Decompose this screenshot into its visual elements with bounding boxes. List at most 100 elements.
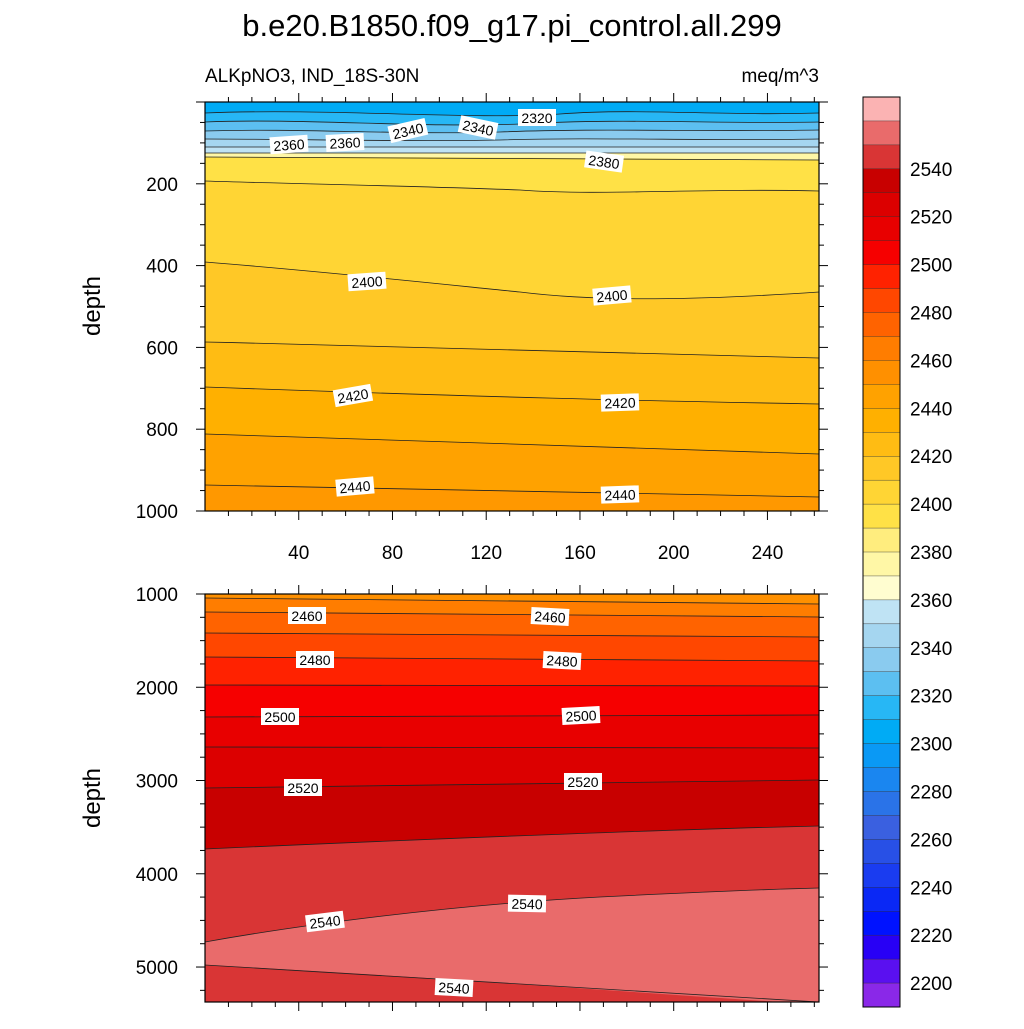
colorbar-swatch bbox=[862, 408, 901, 433]
contour-label-text: 2440 bbox=[604, 486, 636, 503]
colorbar-label: 2440 bbox=[910, 399, 952, 420]
colorbar-swatch bbox=[862, 312, 901, 337]
contour-label: 2440 bbox=[335, 476, 375, 497]
contour-label: 2460 bbox=[288, 607, 326, 624]
contour-label: 2540 bbox=[507, 894, 547, 913]
colorbar-swatch bbox=[862, 791, 901, 816]
y-tick-label: 400 bbox=[146, 257, 178, 278]
y-tick-label: 5000 bbox=[136, 958, 178, 979]
colorbar-label: 2460 bbox=[910, 351, 952, 372]
contour-label-text: 2480 bbox=[299, 652, 330, 668]
colorbar-frame bbox=[862, 96, 901, 1008]
colorbar-label: 2520 bbox=[910, 208, 952, 229]
colorbar-swatch bbox=[862, 432, 901, 457]
colorbar-swatch bbox=[862, 192, 901, 218]
contour-label: 2540 bbox=[434, 978, 474, 997]
colorbar-swatch bbox=[862, 719, 901, 745]
contour-label-text: 2520 bbox=[287, 780, 318, 796]
contour-label: 2500 bbox=[261, 708, 299, 725]
colorbar-swatch bbox=[862, 647, 901, 673]
contour-label-text: 2340 bbox=[461, 117, 495, 139]
colorbar-swatch bbox=[862, 695, 901, 721]
colorbar-label: 2360 bbox=[910, 591, 952, 612]
x-tick-label: 160 bbox=[564, 543, 596, 564]
colorbar-swatch bbox=[862, 216, 901, 242]
colorbar-labels: 2540 2520 2500 2480 2460 2440 2420 2400 2380 2360… bbox=[910, 160, 952, 995]
colorbar-swatch bbox=[862, 934, 901, 960]
contour-label: 2320 bbox=[518, 109, 556, 126]
contour-label-text: 2440 bbox=[339, 478, 372, 497]
colorbar-swatch bbox=[862, 575, 901, 601]
contour-label-text: 2500 bbox=[264, 709, 295, 725]
top-contour-labels: 2320 2340 2340 2360 2360 2380 2400 2400 2420 2420… bbox=[269, 109, 640, 504]
colorbar-label: 2280 bbox=[910, 782, 952, 803]
x-tick-label: 120 bbox=[470, 543, 502, 564]
y-tick-label: 200 bbox=[146, 175, 178, 196]
bottom-y-axis: 1000 2000 3000 4000 5000 bbox=[136, 585, 828, 991]
top-panel: 2320 2340 2340 2360 2360 2380 2400 2400 2420 2420… bbox=[79, 93, 828, 564]
top-y-axis: 200 400 600 800 1000 bbox=[136, 101, 828, 523]
bottom-contour-labels: 2460 2460 2480 2480 2500 2500 2520 2520 2540 2540… bbox=[261, 607, 602, 997]
y-tick-label: 4000 bbox=[136, 865, 178, 886]
colorbar-label: 2260 bbox=[910, 830, 952, 851]
contour-label-text: 2460 bbox=[291, 608, 322, 624]
y-tick-label: 600 bbox=[146, 338, 178, 359]
contour-label-text: 2400 bbox=[351, 273, 383, 291]
bottom-plot-frame bbox=[204, 593, 820, 1003]
colorbar-swatch bbox=[862, 503, 901, 529]
contour-label-text: 2420 bbox=[604, 394, 636, 411]
top-y-axis-label: depth bbox=[79, 276, 106, 336]
contour-label-text: 2520 bbox=[567, 774, 598, 790]
contour-label: 2400 bbox=[592, 285, 632, 306]
colorbar-swatch bbox=[862, 479, 901, 505]
contour-label-text: 2340 bbox=[391, 120, 425, 143]
colorbar-swatch bbox=[862, 336, 901, 361]
colorbar-label: 2420 bbox=[910, 447, 952, 468]
bottom-x-axis-ticks bbox=[227, 585, 815, 1011]
contour-label: 2520 bbox=[564, 773, 602, 790]
y-tick-label: 1000 bbox=[136, 585, 178, 606]
colorbar-label: 2200 bbox=[910, 974, 952, 995]
contour-label-text: 2540 bbox=[511, 896, 543, 913]
contour-label-text: 2540 bbox=[309, 912, 342, 932]
x-tick-label: 40 bbox=[288, 543, 309, 564]
colorbar-swatch bbox=[862, 863, 901, 888]
colorbar-label: 2340 bbox=[910, 639, 952, 660]
contour-label-text: 2500 bbox=[565, 707, 597, 725]
contour-label-text: 2460 bbox=[534, 608, 566, 626]
colorbar-swatch bbox=[862, 168, 901, 194]
colorbar-swatch bbox=[862, 551, 901, 577]
colorbar-label: 2480 bbox=[910, 304, 952, 325]
y-tick-label: 2000 bbox=[136, 678, 178, 699]
colorbar bbox=[862, 96, 901, 1008]
colorbar-swatch bbox=[862, 96, 901, 122]
chart-title: b.e20.B1850.f09_g17.pi_control.all.299 bbox=[242, 8, 782, 43]
contour-label: 2520 bbox=[284, 779, 322, 796]
colorbar-swatch bbox=[862, 384, 901, 409]
contour-label: 2380 bbox=[584, 150, 625, 173]
colorbar-label: 2400 bbox=[910, 495, 952, 516]
colorbar-swatch bbox=[862, 815, 901, 840]
colorbar-swatch bbox=[862, 958, 901, 984]
contour-label-text: 2480 bbox=[546, 652, 578, 670]
top-contour-fill bbox=[205, 102, 819, 511]
top-x-axis: 40 80 120 160 200 240 bbox=[227, 93, 815, 564]
colorbar-swatch bbox=[862, 288, 901, 314]
colorbar-swatch bbox=[862, 527, 901, 553]
colorbar-swatch bbox=[862, 599, 901, 625]
colorbar-label: 2500 bbox=[910, 256, 952, 277]
contour-label: 2340 bbox=[457, 115, 499, 140]
y-tick-label: 800 bbox=[146, 420, 178, 441]
contour-label: 2420 bbox=[332, 383, 374, 408]
colorbar-swatch bbox=[862, 839, 901, 864]
colorbar-swatch bbox=[862, 743, 901, 769]
colorbar-swatch bbox=[862, 982, 901, 1008]
colorbar-label: 2240 bbox=[910, 878, 952, 899]
contour-label: 2440 bbox=[600, 485, 640, 504]
x-tick-label: 240 bbox=[752, 543, 784, 564]
contour-label-text: 2360 bbox=[273, 136, 305, 154]
contour-label: 2460 bbox=[530, 607, 570, 626]
colorbar-label: 2540 bbox=[910, 160, 952, 181]
contour-label: 2360 bbox=[325, 133, 365, 152]
